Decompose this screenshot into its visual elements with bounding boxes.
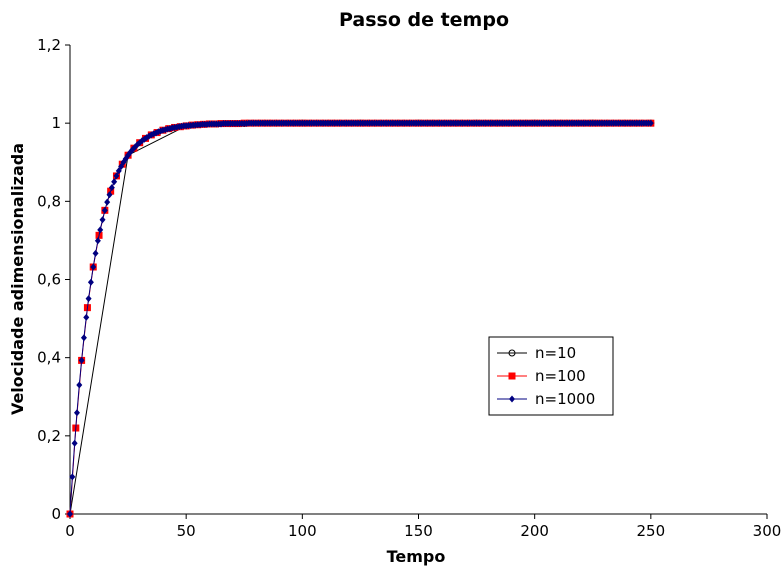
legend: n=10 n=100 n=1000 (488, 336, 614, 416)
data-point (80, 334, 87, 342)
data-point (67, 510, 73, 518)
y-tick-label: 0,8 (37, 192, 61, 210)
data-point (104, 198, 111, 206)
y-axis-ticks: 0 0,2 0,4 0,6 0,8 1 1,2 (37, 36, 70, 523)
data-point (108, 184, 115, 192)
legend-item: n=10 (497, 344, 576, 362)
legend-label: n=10 (535, 344, 576, 362)
data-point (106, 191, 113, 199)
data-point (73, 409, 80, 417)
data-point (113, 172, 120, 180)
x-tick-label: 50 (177, 522, 196, 540)
y-axis-label: Velocidade adimensionalizada (8, 143, 27, 415)
y-tick-label: 0,2 (37, 427, 61, 445)
legend-marker (508, 349, 516, 357)
x-axis-ticks: 0 50 100 150 200 250 300 (65, 514, 781, 540)
legend-item: n=1000 (497, 390, 595, 408)
data-point (92, 249, 99, 257)
x-tick-label: 200 (520, 522, 549, 540)
data-point (71, 439, 78, 447)
y-tick-label: 0,4 (37, 349, 61, 367)
x-tick-label: 300 (753, 522, 781, 540)
series-layer (66, 119, 655, 518)
y-tick-label: 1 (51, 114, 61, 132)
series-line (69, 122, 651, 515)
data-point (78, 356, 85, 364)
data-point (118, 163, 125, 171)
series-n=100 (66, 119, 655, 518)
y-tick-label: 0 (51, 505, 61, 523)
x-tick-label: 150 (404, 522, 433, 540)
data-point (111, 178, 118, 186)
x-axis-label: Tempo (387, 547, 446, 566)
data-point (115, 167, 122, 175)
data-point (97, 226, 104, 234)
x-tick-label: 0 (65, 522, 75, 540)
series-n=1000 (67, 119, 654, 518)
legend-marker (508, 372, 516, 380)
x-tick-label: 250 (637, 522, 666, 540)
legend-item: n=100 (497, 367, 586, 385)
data-point (101, 206, 108, 214)
y-tick-label: 1,2 (37, 36, 61, 54)
series-line (69, 122, 651, 515)
data-point (94, 237, 101, 245)
data-point (647, 119, 654, 127)
series-line (69, 122, 651, 515)
data-point (69, 473, 76, 481)
data-point (83, 313, 90, 321)
data-point (85, 295, 92, 303)
y-tick-label: 0,6 (37, 271, 61, 289)
series-n=10 (66, 119, 655, 518)
data-point (90, 263, 97, 271)
legend-label: n=100 (535, 367, 586, 385)
x-tick-label: 100 (288, 522, 317, 540)
data-point (76, 381, 83, 389)
legend-marker (509, 395, 515, 403)
chart-title: Passo de tempo (339, 9, 509, 31)
legend-label: n=1000 (535, 390, 595, 408)
data-point (99, 216, 106, 224)
data-point (87, 278, 94, 286)
